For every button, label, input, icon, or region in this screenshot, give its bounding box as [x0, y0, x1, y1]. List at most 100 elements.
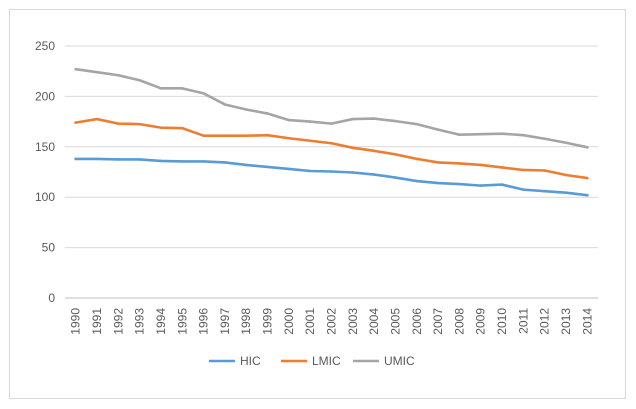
data-point-lmic: [202, 134, 205, 138]
data-point-lmic: [74, 121, 77, 124]
gridlines: [65, 45, 598, 299]
y-tick-label: 50: [42, 241, 56, 255]
data-point-umic: [351, 117, 355, 121]
data-point-hic: [266, 165, 269, 169]
data-point-hic: [458, 182, 461, 186]
data-point-hic: [372, 173, 376, 176]
data-point-lmic: [159, 126, 163, 129]
data-point-hic: [244, 163, 248, 167]
x-tick-label: 1994: [154, 308, 168, 335]
data-point-umic: [586, 146, 589, 149]
data-point-umic: [415, 122, 419, 126]
data-point-hic: [522, 188, 525, 191]
data-point-umic: [479, 132, 483, 136]
y-tick-label: 150: [35, 140, 55, 154]
x-tick-label: 2003: [346, 308, 360, 335]
data-point-umic: [564, 141, 568, 145]
series-lines: [74, 67, 589, 197]
data-point-lmic: [95, 117, 99, 121]
data-point-umic: [266, 112, 269, 115]
x-tick-label: 2007: [431, 308, 445, 335]
y-tick-label: 100: [35, 190, 55, 204]
x-tick-label: 2001: [303, 308, 317, 335]
x-tick-label: 1997: [218, 308, 232, 335]
data-point-lmic: [415, 157, 419, 161]
x-tick-label: 1991: [90, 308, 104, 335]
data-point-hic: [180, 160, 184, 163]
x-tick-label: 2006: [410, 308, 424, 335]
legend-label-lmic: LMIC: [312, 354, 341, 368]
data-point-hic: [543, 189, 546, 193]
data-point-umic: [138, 78, 141, 82]
x-tick-label: 1999: [261, 308, 275, 335]
data-point-lmic: [479, 163, 483, 167]
data-point-lmic: [330, 141, 333, 145]
y-axis-ticks: 0 50 100 150 200 250: [35, 39, 55, 305]
data-point-lmic: [138, 122, 141, 126]
data-point-lmic: [117, 122, 120, 125]
data-point-lmic: [458, 162, 461, 165]
data-point-hic: [117, 158, 120, 161]
x-tick-label: 2005: [388, 308, 402, 335]
data-point-lmic: [266, 133, 269, 137]
x-tick-label: 1996: [197, 308, 211, 335]
x-tick-label: 2009: [474, 308, 488, 335]
series-line-hic: [74, 157, 589, 197]
legend: HIC LMIC UMIC: [209, 354, 415, 368]
x-tick-label: 1998: [239, 308, 253, 335]
series-line-umic: [74, 67, 589, 149]
data-point-hic: [586, 193, 589, 197]
data-point-umic: [180, 87, 184, 90]
data-point-hic: [415, 179, 419, 183]
x-tick-label: 2008: [452, 308, 466, 335]
data-point-lmic: [586, 176, 589, 180]
data-point-umic: [330, 122, 333, 125]
data-point-lmic: [564, 173, 568, 177]
data-point-hic: [159, 159, 163, 163]
data-point-hic: [394, 176, 397, 179]
x-tick-label: 1990: [69, 308, 83, 335]
x-tick-label: 1993: [133, 308, 147, 335]
data-point-hic: [223, 161, 227, 164]
x-tick-label: 2014: [580, 308, 594, 335]
x-tick-label: 2011: [516, 308, 530, 334]
data-point-lmic: [351, 146, 355, 150]
data-point-hic: [308, 169, 312, 173]
data-point-lmic: [394, 153, 397, 156]
data-point-umic: [372, 117, 376, 120]
x-tick-label: 1995: [175, 308, 189, 335]
data-point-hic: [287, 167, 291, 171]
data-point-hic: [330, 170, 333, 173]
data-point-hic: [138, 158, 141, 161]
data-point-umic: [159, 87, 163, 90]
legend-label-umic: UMIC: [384, 354, 415, 368]
data-point-lmic: [244, 134, 248, 138]
data-point-lmic: [522, 168, 525, 172]
data-point-umic: [74, 67, 77, 71]
x-tick-label: 2002: [325, 308, 339, 335]
data-point-lmic: [543, 169, 546, 172]
y-tick-label: 200: [35, 89, 55, 103]
data-point-umic: [117, 73, 120, 77]
data-point-umic: [308, 120, 312, 123]
legend-label-hic: HIC: [240, 354, 261, 368]
x-tick-label: 2013: [559, 308, 573, 335]
data-point-hic: [564, 191, 568, 194]
data-point-umic: [223, 103, 227, 106]
data-point-umic: [287, 118, 291, 122]
y-tick-label: 250: [35, 39, 55, 53]
data-point-lmic: [500, 166, 504, 169]
data-point-lmic: [180, 126, 184, 130]
y-tick-label: 0: [48, 291, 55, 305]
data-point-umic: [436, 128, 440, 131]
data-point-hic: [95, 157, 99, 161]
x-tick-label: 1992: [111, 308, 125, 335]
x-tick-label: 2010: [495, 308, 509, 335]
data-point-umic: [244, 108, 248, 111]
data-point-umic: [95, 70, 99, 74]
data-point-hic: [479, 184, 483, 187]
data-point-hic: [436, 181, 440, 185]
data-point-umic: [394, 119, 397, 123]
data-point-hic: [500, 183, 504, 186]
